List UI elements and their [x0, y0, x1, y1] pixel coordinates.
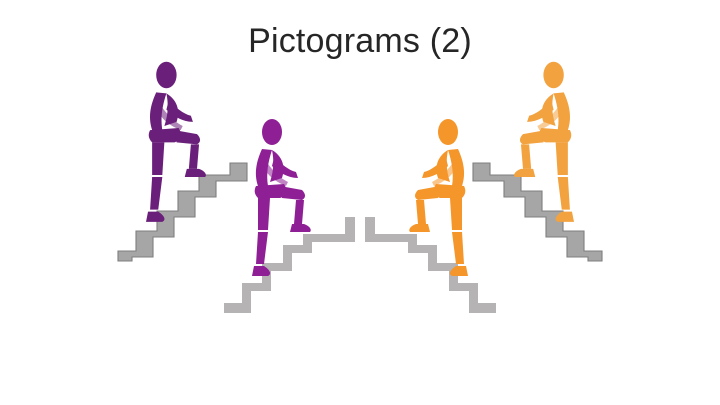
stairs-center-right	[365, 217, 496, 313]
orange-climber-right	[514, 61, 574, 222]
stairs-left	[117, 162, 248, 262]
purple-climber-left	[146, 61, 206, 222]
stairs-right	[472, 162, 603, 262]
stairs-center-left	[224, 217, 355, 313]
slide-title: Pictograms (2)	[248, 22, 472, 60]
